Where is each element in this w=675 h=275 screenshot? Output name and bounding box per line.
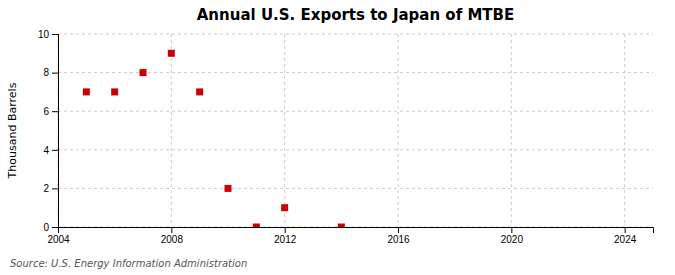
tick-label: 4 [43,145,49,156]
tick: 2024 [614,227,637,245]
grid-line [58,72,653,73]
tick-mark [625,227,626,233]
tick-mark [171,227,172,233]
tick-label: 2004 [47,234,70,245]
point [338,224,345,228]
axis-line [52,35,59,228]
tick-label: 0 [43,222,49,233]
tick: 0 [43,222,58,233]
grid-line [511,34,512,227]
point [253,224,260,228]
chart: 2004 2008 2012 2016 2020 2024 0 2 4 6 8 10 Annual U.… [0,0,675,275]
plot: 2004 2008 2012 2016 2020 2024 0 2 4 6 8 10 [38,29,654,245]
tick: 2004 [47,227,70,245]
tick-label: 2020 [501,234,524,245]
tick-mark [52,227,58,228]
axis-line [59,228,654,234]
tick-label: 8 [43,67,49,78]
point [196,88,203,95]
grid-line [58,111,653,112]
y-axis: 0 2 4 6 8 10 [38,29,59,233]
points [83,50,345,227]
point [111,88,118,95]
tick-label: 10 [38,29,50,40]
grid-line [398,34,399,227]
tick-mark [52,73,58,74]
tick-label: 2008 [161,234,184,245]
point [168,50,175,57]
grid-line [58,149,653,150]
point [140,69,147,76]
tick-mark [398,227,399,233]
tick-label: 6 [43,106,49,117]
tick-label: 2016 [387,234,410,245]
tick-mark [285,227,286,233]
grid [58,34,653,227]
tick-label: 2024 [614,234,637,245]
title: Annual U.S. Exports to Japan of MTBE [197,6,514,24]
grid-line [284,34,285,227]
tick: 2012 [274,227,297,245]
tick-label: 2012 [274,234,297,245]
grid-line [624,34,625,227]
y-axis-label: Thousand Barrels [6,82,19,179]
tick-label: 2 [43,183,49,194]
tick: 2016 [387,227,410,245]
tick: 2008 [161,227,184,245]
point [225,185,232,192]
tick-mark [52,150,58,151]
tick-mark [511,227,512,233]
grid-line [58,188,653,189]
tick: 6 [43,106,58,117]
tick: 2020 [501,227,524,245]
tick: 8 [43,67,58,78]
point [83,88,90,95]
tick-mark [52,111,58,112]
grid-line [171,34,172,227]
grid-line [58,34,653,35]
x-axis: 2004 2008 2012 2016 2020 2024 [47,227,653,245]
annotation: Source: U.S. Energy Information Administ… [10,258,247,269]
tick-mark [52,188,58,189]
tick: 10 [38,29,58,40]
point [281,204,288,211]
tick-mark [52,34,58,35]
tick: 4 [43,145,58,156]
tick: 2 [43,183,58,194]
